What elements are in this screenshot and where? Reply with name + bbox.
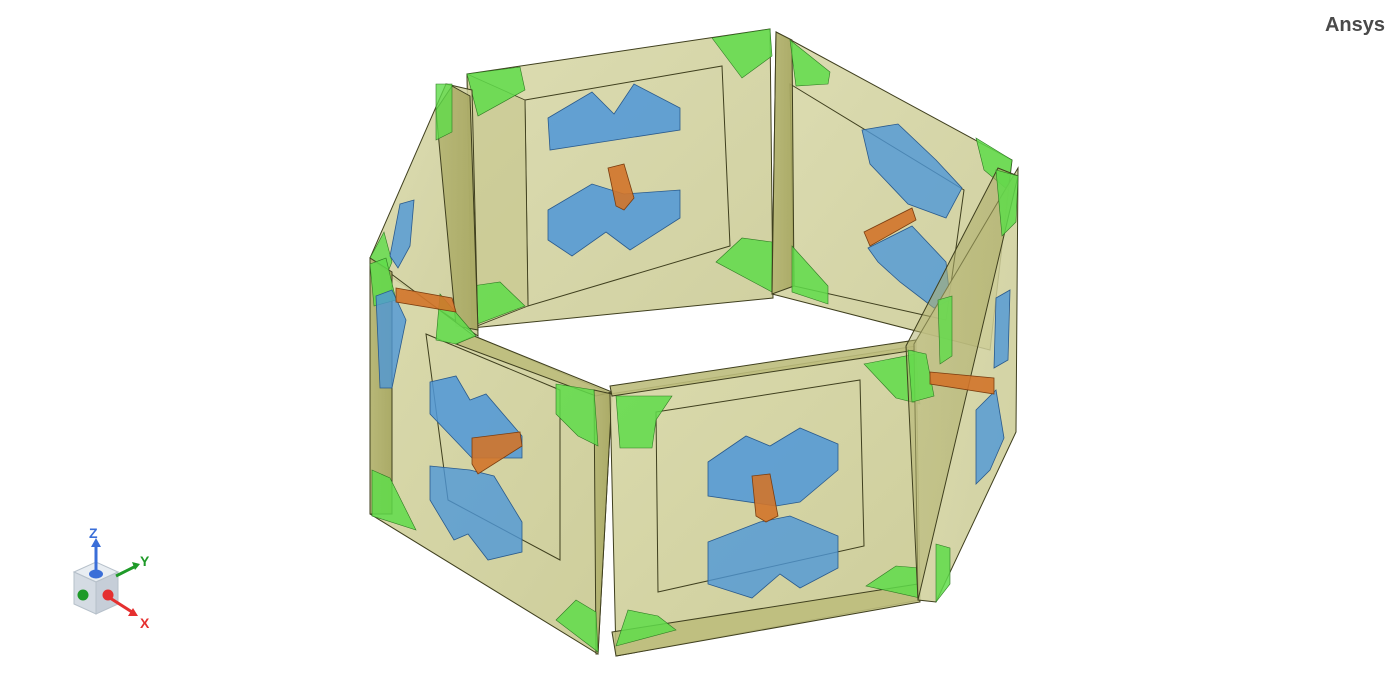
y-axis-label: Y [140,553,150,569]
x-axis-label: X [140,615,150,631]
z-axis-arrow [91,538,101,574]
panel-front-right[interactable] [905,166,1019,603]
ansys-logo: Ansys [1324,14,1385,36]
panel-front-center[interactable] [609,339,921,657]
y-axis-arrow [115,562,140,578]
z-axis-label: Z [89,525,98,541]
orientation-triad[interactable]: Z Y X [60,522,170,632]
panel-front-left[interactable] [369,257,614,655]
x-axis-arrow [109,596,138,616]
panel-back-top[interactable] [466,28,774,329]
